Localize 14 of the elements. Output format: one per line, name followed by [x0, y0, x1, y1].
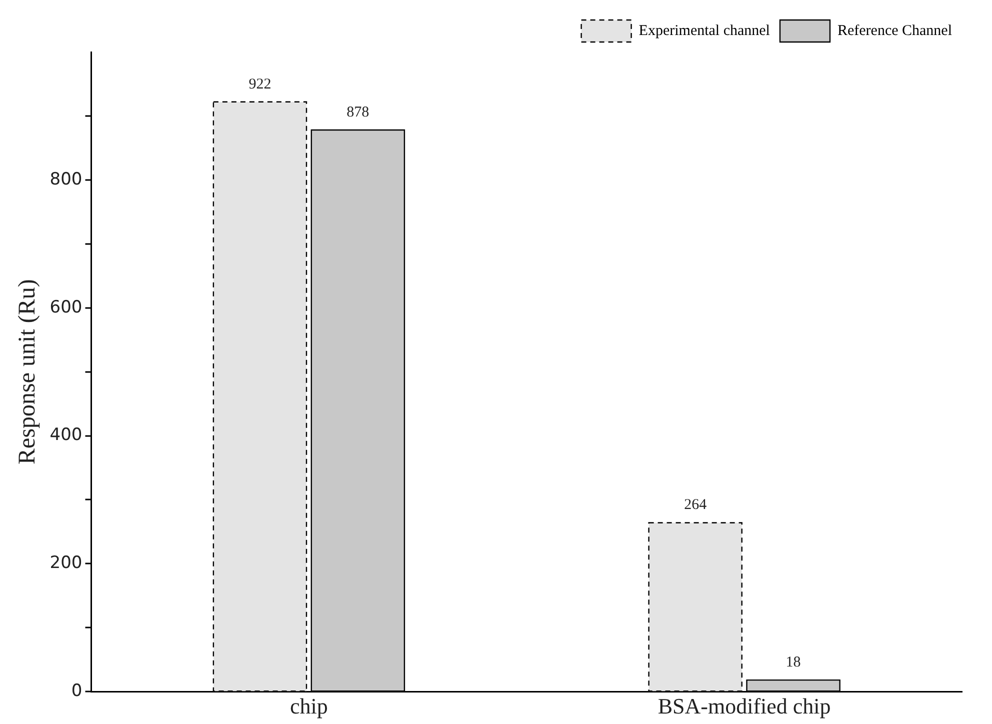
data-label: 878: [346, 104, 370, 120]
data-label: 922: [248, 76, 272, 92]
x-tick-label: BSA-modified chip: [658, 694, 831, 719]
y-tick-label: 600: [50, 297, 82, 318]
data-label: 18: [786, 654, 801, 671]
y-tick-label: 0: [71, 681, 82, 702]
x-tick-label: chip: [290, 694, 328, 719]
legend-label: Reference Channel: [837, 22, 952, 39]
y-tick-label: 200: [50, 553, 82, 574]
legend-label: Experimental channel: [638, 22, 770, 39]
data-label: 264: [684, 497, 708, 514]
y-tick-label: 800: [50, 169, 82, 190]
y-axis-title: Response unit (Ru): [14, 279, 41, 464]
y-tick-label: 400: [50, 425, 82, 446]
